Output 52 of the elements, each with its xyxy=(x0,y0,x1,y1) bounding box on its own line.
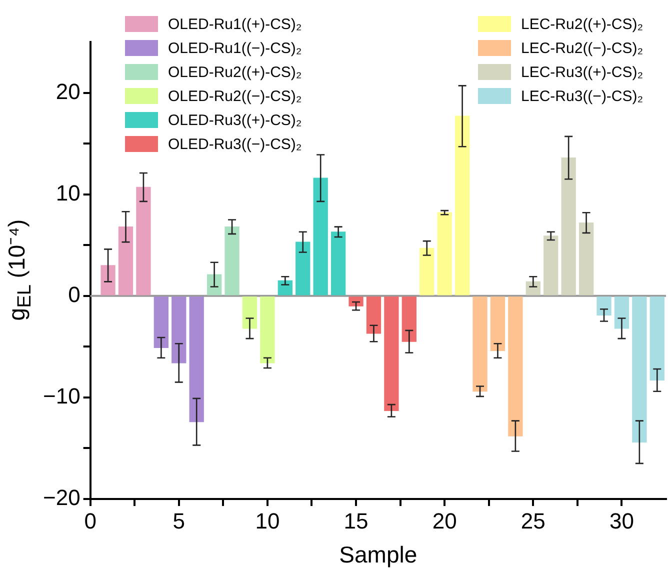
y-tick-label: 0 xyxy=(68,282,80,307)
bar xyxy=(296,242,310,296)
bar xyxy=(260,296,275,364)
x-tick-label: 20 xyxy=(432,508,457,534)
legend-label: OLED-Ru3((−)-CS)₂ xyxy=(168,136,302,152)
legend-label: LEC-Ru2((+)-CS)₂ xyxy=(521,16,644,32)
bar xyxy=(136,186,151,296)
y-tick-label: 10 xyxy=(56,180,80,206)
bar xyxy=(384,296,399,411)
bar xyxy=(650,296,664,381)
bar xyxy=(154,296,168,348)
bar xyxy=(472,296,488,392)
bar xyxy=(189,296,204,422)
legend-label: OLED-Ru2((+)-CS)₂ xyxy=(168,64,302,80)
y-tick-label: −10 xyxy=(42,384,80,409)
legend-label: OLED-Ru2((−)-CS)₂ xyxy=(168,88,302,104)
legend-label: LEC-Ru2((−)-CS)₂ xyxy=(521,40,644,56)
bar xyxy=(437,212,452,296)
bar xyxy=(561,157,576,296)
x-tick-label: 15 xyxy=(344,508,368,534)
y-tick-label: 20 xyxy=(56,78,80,104)
bar xyxy=(100,265,116,296)
x-tick-label: 10 xyxy=(255,508,280,534)
legend-label: LEC-Ru3((−)-CS)₂ xyxy=(521,88,644,104)
x-tick-label: 0 xyxy=(84,508,96,534)
bar xyxy=(224,226,240,296)
bar xyxy=(632,296,647,442)
legend-label: OLED-Ru3((+)-CS)₂ xyxy=(168,112,302,128)
bar xyxy=(544,236,558,296)
x-tick-label: 5 xyxy=(172,508,186,534)
bar xyxy=(596,296,612,316)
bar xyxy=(348,296,364,306)
bar xyxy=(242,296,258,329)
x-tick-label: 30 xyxy=(609,508,634,534)
bar xyxy=(366,296,382,334)
legend-label: LEC-Ru3((+)-CS)₂ xyxy=(521,64,644,80)
x-axis-title: Sample xyxy=(339,542,418,568)
bar xyxy=(402,296,416,342)
y-tick-label: −20 xyxy=(42,485,80,510)
x-tick-label: 25 xyxy=(520,508,546,534)
legend-label: OLED-Ru1((+)-CS)₂ xyxy=(168,16,302,32)
bar xyxy=(578,222,594,296)
bar xyxy=(118,226,134,296)
legend-label: OLED-Ru1((−)-CS)₂ xyxy=(168,40,302,56)
bar xyxy=(420,248,434,296)
bar xyxy=(454,116,470,296)
bar xyxy=(313,178,328,296)
bar xyxy=(172,296,186,364)
bar xyxy=(614,296,630,329)
bar xyxy=(330,232,346,296)
bar xyxy=(508,296,523,436)
bar xyxy=(490,296,506,352)
